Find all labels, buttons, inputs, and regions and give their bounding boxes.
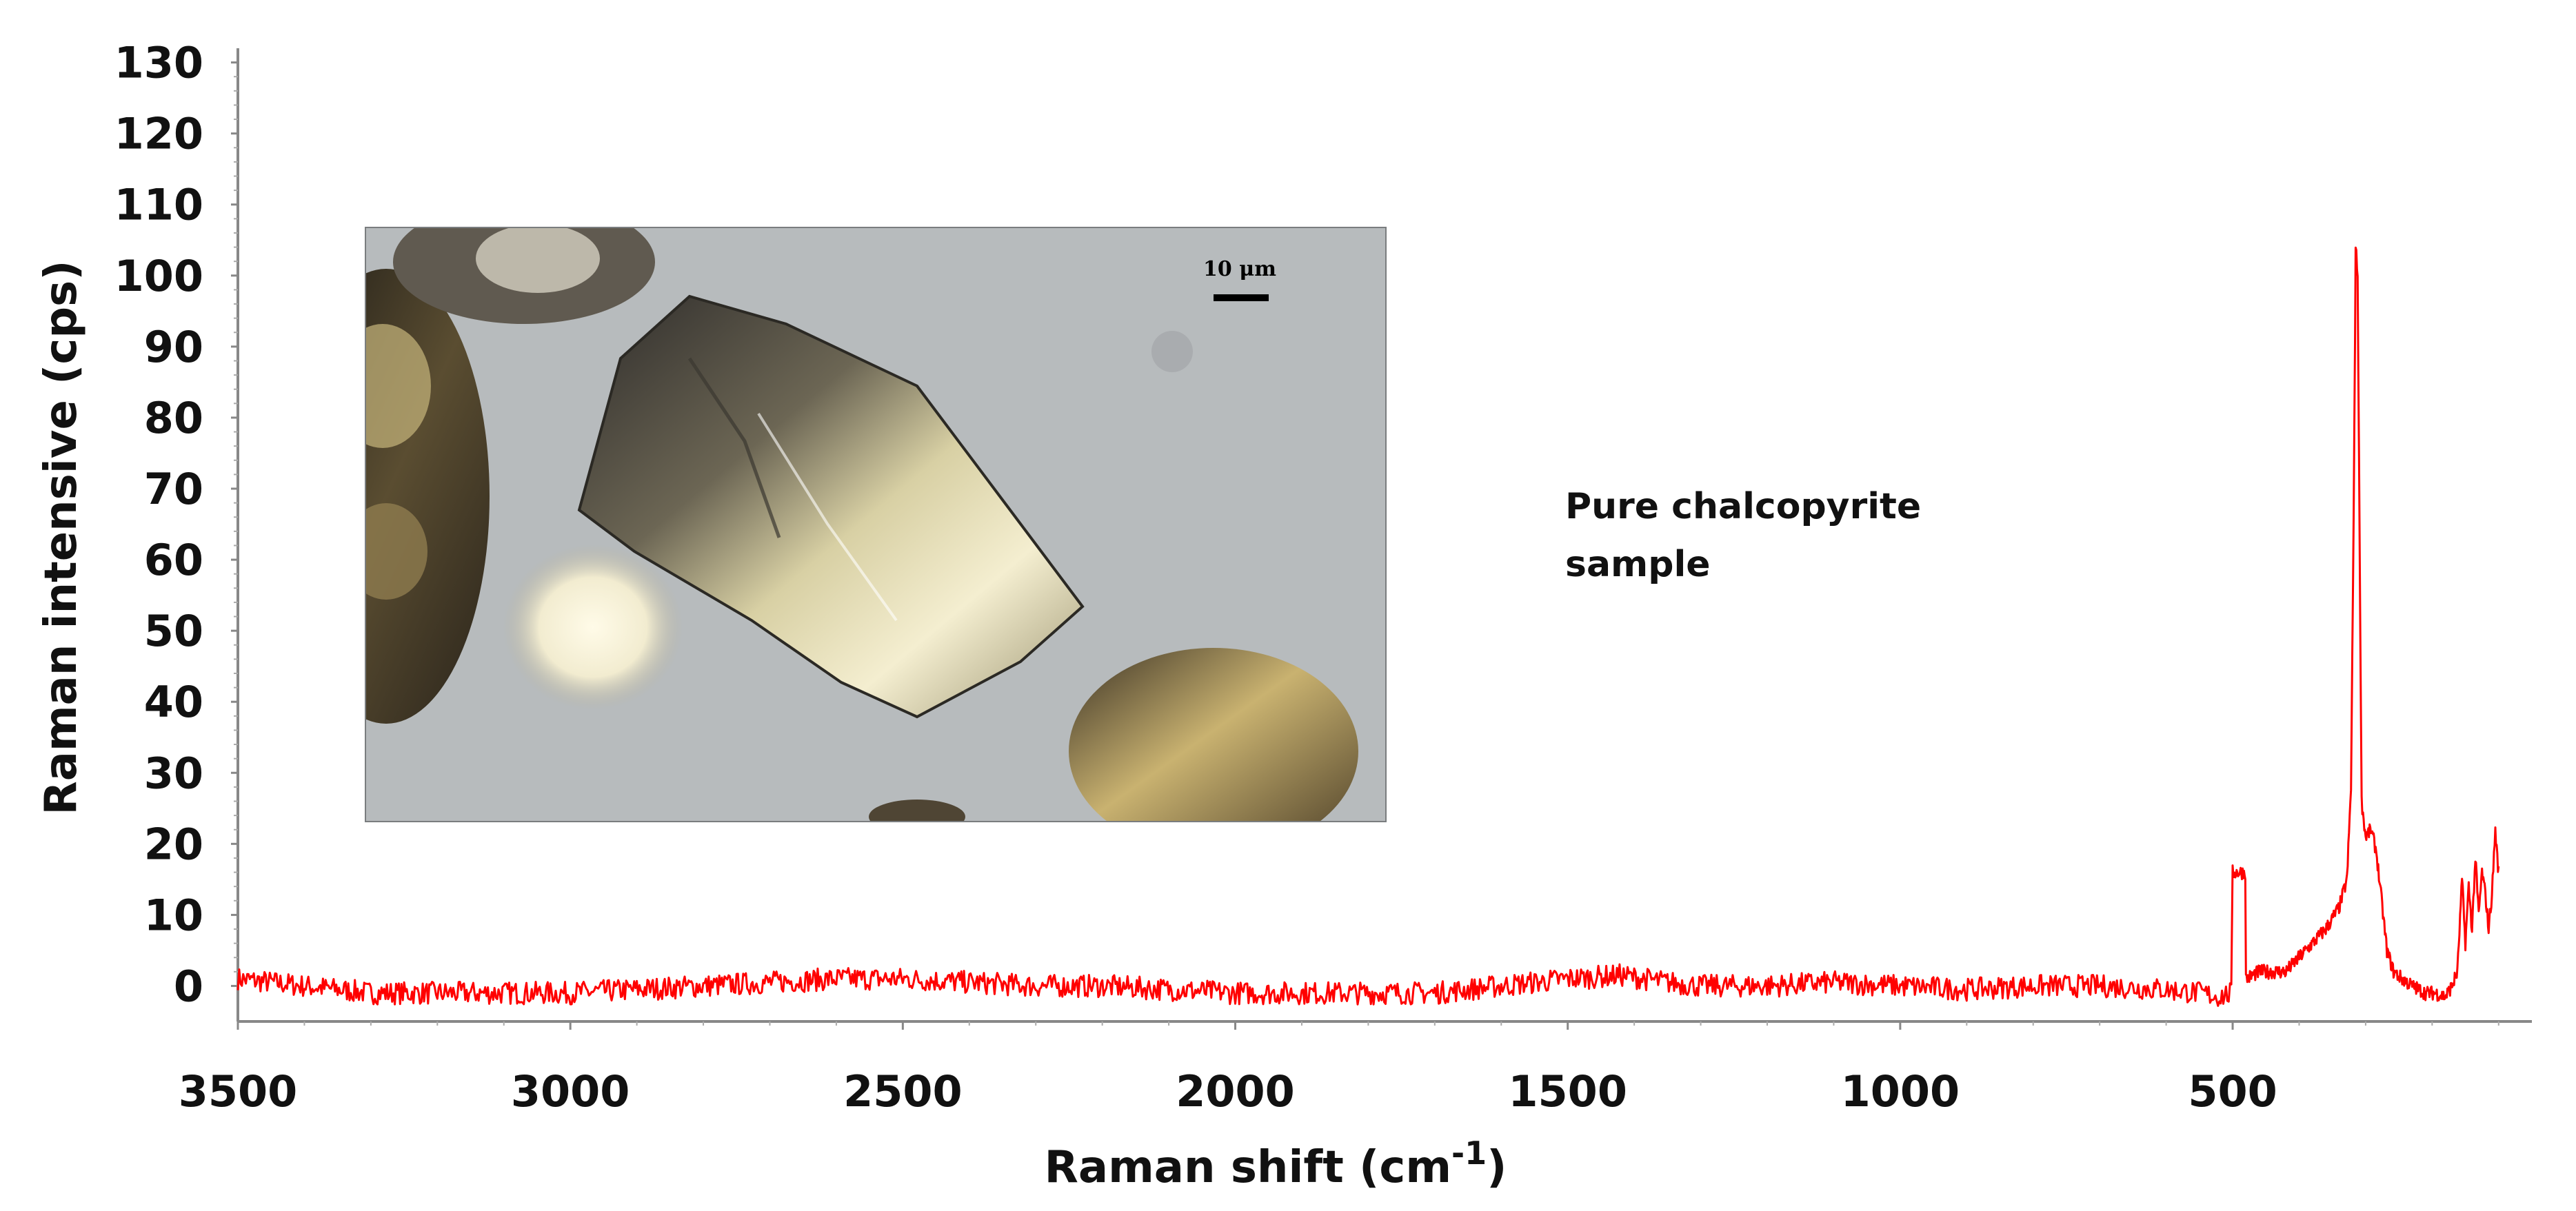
y-tick-label: 90 xyxy=(144,322,203,372)
x-tick-label: 1000 xyxy=(1841,1066,1960,1117)
scale-bar-label: 10 μm xyxy=(1203,257,1276,281)
y-tick-label: 0 xyxy=(174,961,203,1011)
annotation-line-2: sample xyxy=(1565,544,1711,585)
x-tick-label: 3500 xyxy=(179,1066,298,1117)
x-tick-label: 2500 xyxy=(843,1066,963,1117)
y-axis-title: Raman intensive (cps) xyxy=(36,260,87,815)
x-axis-title: Raman shift (cm-1) xyxy=(1045,1134,1507,1193)
x-tick-label: 3000 xyxy=(511,1066,630,1117)
x-axis-title-close: ) xyxy=(1487,1142,1507,1193)
x-tick-label: 2000 xyxy=(1176,1066,1295,1117)
y-tick-label: 20 xyxy=(144,819,203,869)
x-tick-label: 500 xyxy=(2188,1066,2277,1117)
x-tick-label: 1500 xyxy=(1508,1066,1627,1117)
y-tick-label: 110 xyxy=(114,180,203,230)
axes xyxy=(237,48,2532,1023)
y-tick-label: 60 xyxy=(144,535,203,585)
y-tick-labels: 0 10 20 30 40 50 60 70 80 90 100 110 120 130 xyxy=(114,38,238,1011)
y-tick-label: 120 xyxy=(114,109,203,159)
annotation: Pure chalcopyrite sample xyxy=(1565,486,1921,585)
y-tick-label: 70 xyxy=(144,464,203,514)
inset-bright-grain xyxy=(503,545,683,710)
y-tick-label: 40 xyxy=(144,677,203,727)
y-tick-label: 80 xyxy=(144,393,203,443)
annotation-line-1: Pure chalcopyrite xyxy=(1565,486,1921,527)
y-tick-label: 100 xyxy=(114,251,203,301)
inset-gold-grain-bottom xyxy=(1069,648,1358,822)
plot-area xyxy=(237,246,2500,1007)
y-tick-label: 30 xyxy=(144,748,203,798)
x-axis-title-main: Raman shift (cm xyxy=(1045,1142,1451,1193)
y-tick-label: 10 xyxy=(144,890,203,940)
spectrum-line xyxy=(237,246,2500,1007)
inset-chalcopyrite-crystal xyxy=(577,294,1085,719)
x-axis-title-superscript: -1 xyxy=(1451,1134,1487,1172)
inset-micrograph: 10 μm xyxy=(365,227,1387,822)
y-tick-label: 130 xyxy=(114,38,203,88)
y-tick-label: 50 xyxy=(144,606,203,656)
x-tick-labels: 3500 3000 2500 2000 1500 1000 500 xyxy=(179,1021,2277,1117)
